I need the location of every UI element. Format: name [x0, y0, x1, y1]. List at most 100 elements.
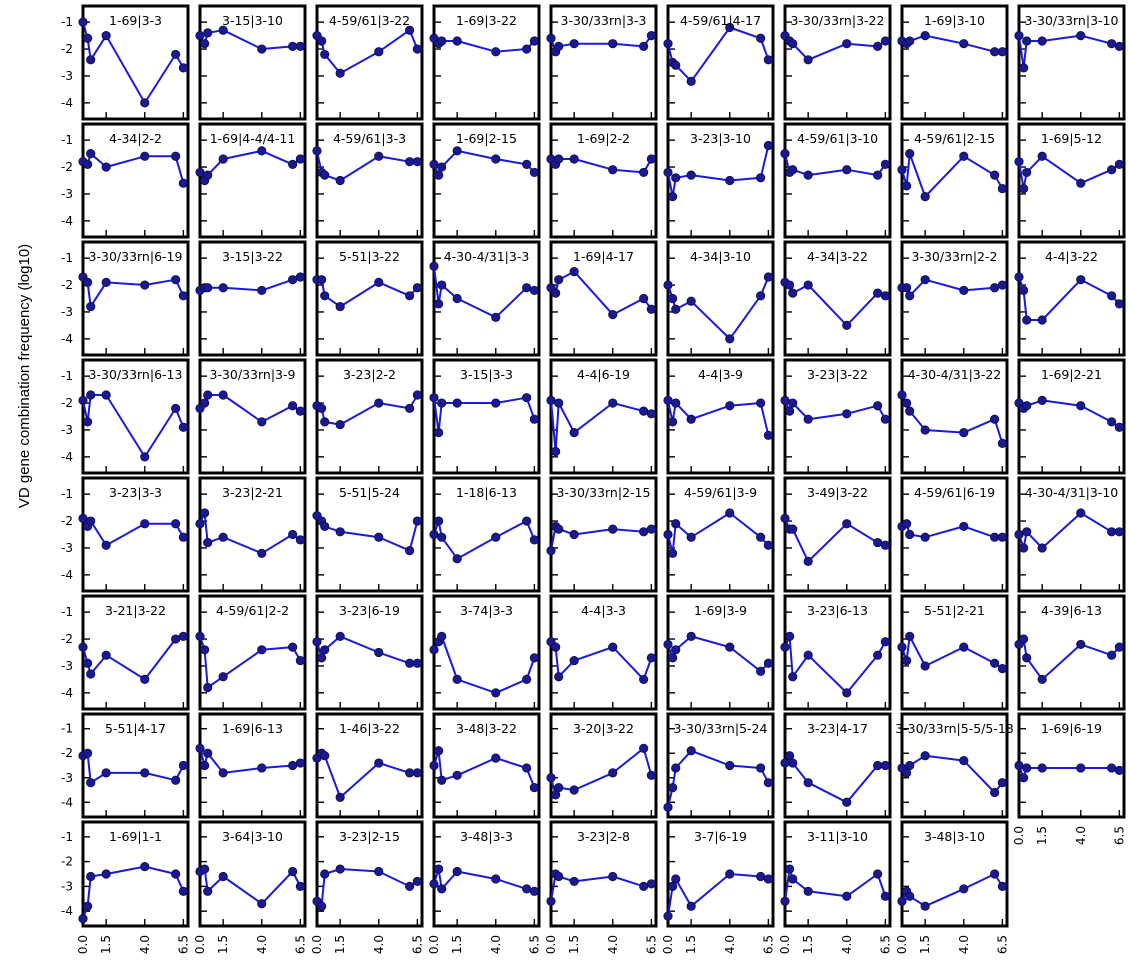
data-point — [785, 631, 795, 641]
data-point — [725, 760, 735, 771]
panel-frame — [783, 594, 892, 711]
data-point — [412, 283, 422, 293]
x-tick-label: 0.0 — [544, 935, 558, 954]
data-point — [178, 63, 188, 73]
series-line — [199, 29, 301, 50]
data-point — [1114, 765, 1124, 776]
panel-title: 3-30/33rn|2-15 — [557, 485, 651, 500]
panel-frame — [1017, 240, 1126, 357]
panel: 1-69|2-2 — [546, 122, 658, 239]
series-line — [1018, 34, 1120, 69]
data-point — [551, 288, 561, 298]
data-point — [434, 516, 444, 526]
panel-frame — [1017, 594, 1126, 711]
panel: 1-69|4-17 — [546, 240, 658, 357]
panel: 1-69|3-9 — [663, 594, 775, 711]
series-line — [667, 276, 770, 340]
panel-grid: 1-69|3-3 -1 -2 -3 -4 3-15|3-10 4-59/61|3-22 1-6… — [61, 4, 1126, 954]
data-point — [920, 901, 930, 911]
data-point — [1014, 760, 1024, 771]
data-point — [374, 866, 384, 877]
data-point — [959, 521, 969, 532]
data-point — [663, 802, 673, 812]
data-point — [902, 398, 912, 408]
data-point — [569, 529, 579, 540]
data-point — [452, 398, 462, 408]
x-tick-label: 4.0 — [957, 935, 971, 954]
data-point — [452, 146, 462, 156]
panel-title: 3-11|3-10 — [807, 829, 868, 844]
data-point — [412, 157, 422, 167]
panel-frame — [81, 4, 190, 121]
panel-frame — [315, 122, 424, 239]
data-point — [218, 532, 228, 542]
data-point — [529, 285, 539, 296]
y-tick-label: -3 — [61, 659, 73, 673]
panel-title: 3-23|6-13 — [807, 603, 868, 618]
data-point — [203, 748, 213, 758]
panel-title: 3-7|6-19 — [694, 829, 747, 844]
series-line — [82, 21, 185, 104]
data-point — [218, 154, 228, 164]
data-point — [1037, 674, 1047, 685]
data-point — [317, 36, 327, 46]
data-point — [78, 513, 88, 523]
data-point — [646, 30, 656, 41]
data-point — [200, 760, 210, 771]
data-point — [663, 639, 673, 650]
panel: 3-11|3-10 — [780, 820, 892, 928]
data-point — [1076, 30, 1086, 41]
data-point — [1022, 527, 1032, 537]
series-line — [784, 34, 886, 61]
data-point — [671, 398, 681, 408]
data-point — [639, 527, 649, 537]
panel: 1-69|6-13 — [195, 712, 307, 819]
panel-frame — [666, 712, 775, 819]
data-point — [412, 516, 422, 526]
panel-title: 4-30-4/31|3-10 — [1025, 485, 1119, 500]
x-tick-label: 6.5 — [995, 935, 1009, 954]
data-point — [412, 876, 422, 887]
data-point — [873, 650, 883, 660]
panel: 5-51|3-22 — [312, 240, 424, 357]
data-point — [880, 637, 890, 647]
panel: 4-59/61|2-15 — [897, 122, 1009, 239]
data-point — [522, 763, 532, 773]
panel: 3-23|3-10 — [663, 122, 775, 239]
data-point — [288, 159, 298, 169]
y-tick-label: -4 — [61, 686, 73, 700]
y-tick-label: -2 — [61, 746, 73, 760]
data-point — [905, 148, 915, 159]
data-point — [1014, 529, 1024, 540]
panel-frame — [900, 240, 1009, 357]
panel: 3-20|3-22 — [546, 712, 658, 819]
panel-frame — [666, 240, 775, 357]
data-point — [686, 631, 696, 641]
data-point — [608, 524, 618, 534]
data-point — [288, 401, 298, 411]
panel-title: 1-69|4-17 — [573, 249, 634, 264]
data-point — [1022, 36, 1032, 46]
panel: 3-30/33rn|3-9 — [195, 358, 307, 475]
panel: 3-23|3-22 — [780, 358, 892, 475]
panel: 4-4|6-19 — [546, 358, 658, 475]
panel-title: 3-30/33rn|6-19 — [89, 249, 183, 264]
series-line — [433, 635, 536, 694]
data-point — [295, 41, 305, 51]
panel: 3-23|2-21 — [195, 476, 307, 593]
panel: 4-59/61|3-9 — [663, 476, 775, 593]
data-point — [920, 661, 930, 671]
panel-title: 3-20|3-22 — [573, 721, 634, 736]
data-point — [554, 275, 564, 285]
data-point — [639, 41, 649, 51]
data-point — [663, 280, 673, 290]
data-point — [288, 529, 298, 540]
data-point — [546, 546, 556, 556]
data-point — [203, 170, 213, 180]
data-point — [725, 508, 735, 518]
data-point — [997, 881, 1007, 891]
data-point — [1076, 178, 1086, 188]
data-point — [200, 508, 210, 518]
series-line — [433, 149, 536, 177]
data-point — [1022, 763, 1032, 773]
